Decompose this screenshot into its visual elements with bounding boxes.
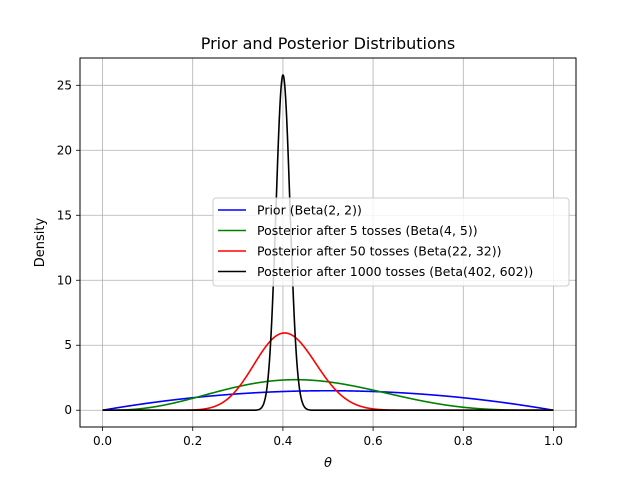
y-tick-label: 25	[57, 78, 72, 92]
x-tick-label: 1.0	[544, 434, 563, 448]
legend: Prior (Beta(2, 2)) Posterior after 5 toss…	[212, 197, 570, 287]
x-tick-label: 0.8	[454, 434, 473, 448]
axis-ticks: 0.0 0.2 0.4 0.6 0.8 1.0 0 5 10 15 20 25	[57, 78, 563, 448]
legend-label: Posterior after 1000 tosses (Beta(402, 6…	[257, 264, 533, 279]
chart-title: Prior and Posterior Distributions	[201, 34, 456, 53]
y-tick-label: 0	[64, 403, 72, 417]
legend-label: Posterior after 5 tosses (Beta(4, 5))	[257, 223, 478, 238]
y-tick-label: 10	[57, 273, 72, 287]
curves	[102, 74, 554, 412]
x-tick-label: 0.2	[183, 434, 202, 448]
y-axis-label: Density	[33, 217, 48, 267]
series-line-0	[102, 389, 554, 412]
y-tick-label: 5	[64, 338, 72, 352]
x-axis-label: θ	[324, 456, 332, 471]
legend-box	[212, 197, 570, 287]
x-tick-label: 0.6	[364, 434, 383, 448]
series-line-3	[102, 74, 554, 412]
plot-frame	[79, 57, 577, 428]
x-tick-label: 0.0	[93, 434, 112, 448]
y-tick-label: 20	[57, 143, 72, 157]
legend-label: Prior (Beta(2, 2))	[257, 203, 362, 218]
legend-label: Posterior after 50 tosses (Beta(22, 32))	[257, 244, 501, 259]
x-tick-label: 0.4	[273, 434, 292, 448]
y-tick-label: 15	[57, 208, 72, 222]
